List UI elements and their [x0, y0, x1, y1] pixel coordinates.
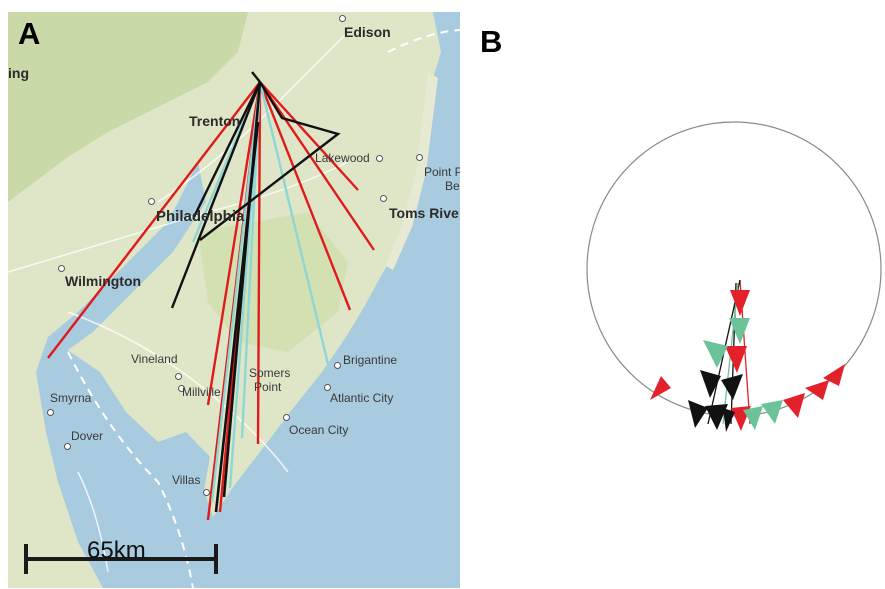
track-cyan	[210, 81, 262, 503]
marker-green	[761, 400, 783, 424]
city-dot	[416, 154, 423, 161]
map-background	[8, 12, 460, 588]
city-dot	[283, 414, 290, 421]
forest-area	[8, 12, 248, 202]
place-label: Atlantic City	[330, 391, 394, 405]
marker-green	[729, 318, 750, 344]
marker-red	[823, 364, 845, 386]
city-dot	[339, 15, 346, 22]
place-label: Lakewood	[315, 151, 370, 165]
marker-red	[805, 380, 829, 400]
scale-bar-label: 65km	[87, 537, 146, 564]
marker-black	[723, 408, 735, 432]
city-dot	[175, 373, 182, 380]
track-red	[258, 81, 352, 311]
track-red	[259, 81, 359, 191]
track-black	[170, 81, 262, 309]
panel-a-label: A	[18, 16, 41, 51]
city-dot	[148, 198, 155, 205]
place-label: Edison	[344, 24, 391, 40]
city-dot	[376, 155, 383, 162]
track-red	[256, 81, 262, 445]
marker-green	[743, 406, 763, 430]
city-dot	[64, 443, 71, 450]
place-label: Villas	[172, 473, 201, 487]
place-label: Wilmington	[65, 273, 142, 289]
pine-barrens	[198, 212, 348, 352]
place-label: Ocean City	[289, 423, 349, 437]
road	[67, 311, 289, 473]
state-boundary-north	[387, 29, 460, 53]
place-label: Brigantine	[343, 353, 398, 367]
orientation-diagram	[586, 121, 882, 432]
state-boundary	[67, 351, 194, 588]
track-red	[47, 81, 261, 359]
track-cyan	[258, 81, 330, 365]
place-label: Point	[254, 380, 282, 394]
marker-black	[700, 370, 721, 398]
scale-bar	[24, 544, 218, 574]
city-dot	[178, 385, 185, 392]
red-tracks	[47, 81, 375, 521]
city-dot	[324, 384, 331, 391]
black-tracks	[170, 71, 341, 513]
place-label: Smyrna	[50, 391, 92, 405]
map-panel: Edison Trenton Lakewood Point P Be Toms …	[8, 12, 460, 588]
panel-b-label: B	[480, 24, 503, 59]
place-label: Dover	[71, 429, 104, 443]
track-red	[259, 81, 375, 251]
green-markers	[703, 318, 783, 430]
orientation-circle	[586, 121, 882, 417]
city-dot	[380, 195, 387, 202]
marker-black	[688, 400, 708, 428]
track-black	[214, 121, 260, 513]
marker-black	[721, 374, 743, 400]
city-dot	[58, 265, 65, 272]
road	[8, 161, 349, 273]
marker-red	[730, 290, 750, 316]
place-label: Philadelphia	[156, 208, 245, 225]
track-black	[251, 71, 261, 83]
place-label: Point P	[424, 165, 460, 179]
marker-red	[783, 393, 805, 418]
place-label: Vineland	[131, 352, 178, 366]
red-markers	[650, 290, 845, 431]
track-black	[199, 81, 341, 241]
city-dot	[47, 409, 54, 416]
place-label: ing	[8, 65, 29, 81]
marker-red	[650, 376, 671, 400]
place-label: Toms Rive	[389, 205, 459, 221]
city-dot	[334, 362, 341, 369]
place-label: Millville	[182, 385, 221, 399]
place-label: Somers	[249, 366, 291, 380]
black-markers	[688, 370, 743, 432]
marker-red	[725, 346, 747, 373]
track-black	[192, 81, 262, 218]
barrier-islands	[386, 72, 438, 270]
city-dot	[203, 489, 210, 496]
place-label: Trenton	[189, 113, 241, 129]
marker-green	[703, 340, 728, 368]
place-label: Be	[445, 179, 460, 193]
marker-black	[705, 404, 728, 430]
track-red	[206, 81, 262, 406]
